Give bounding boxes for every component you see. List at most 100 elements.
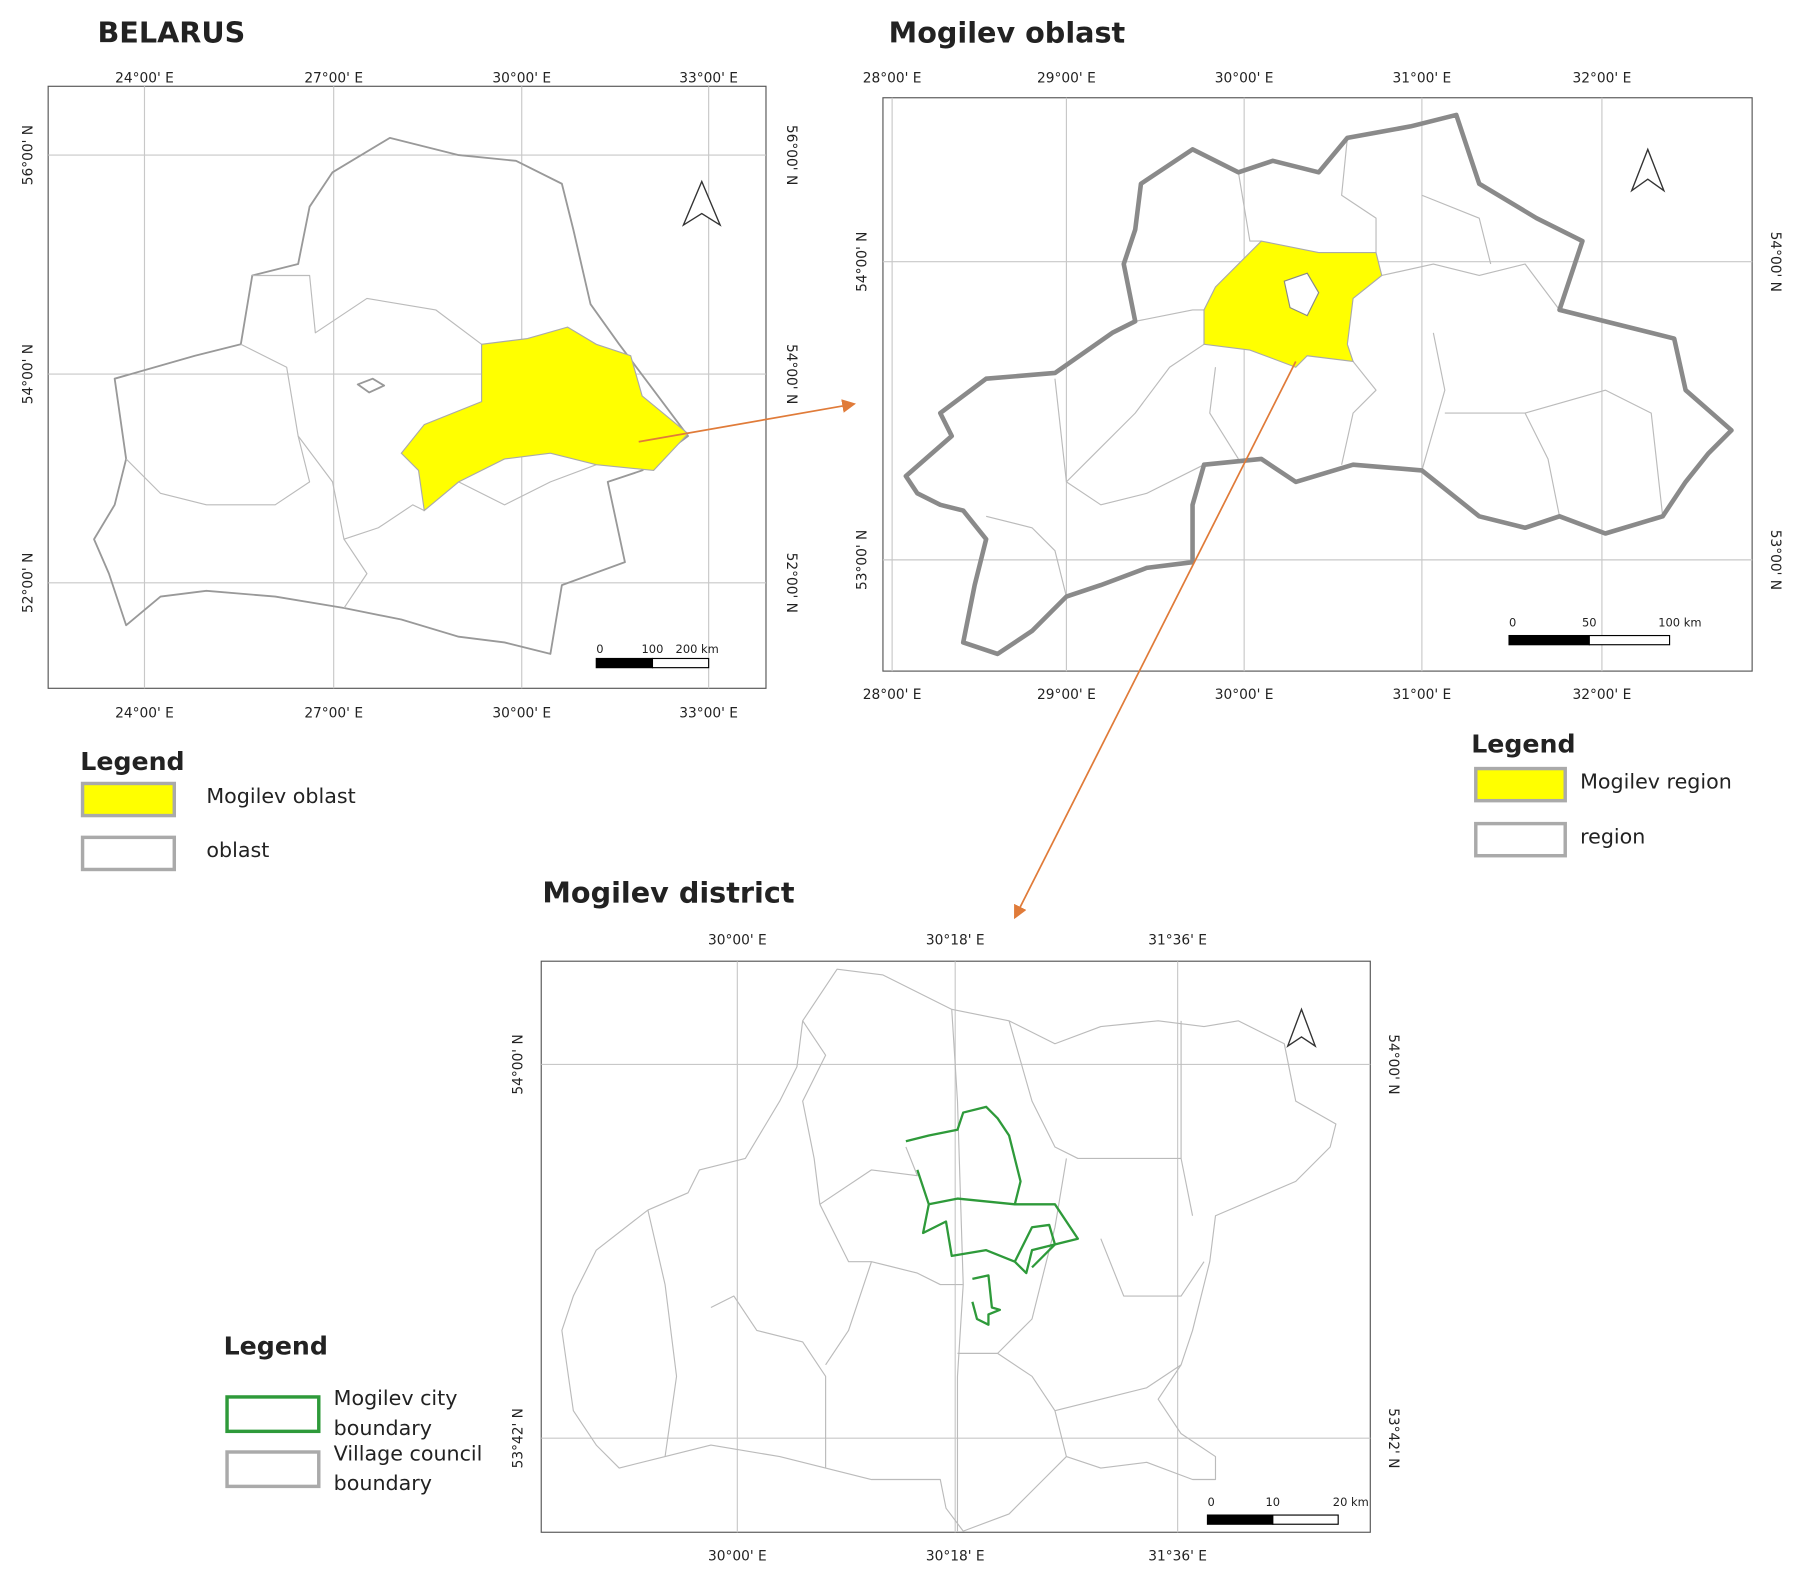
x-label: 24°00' E	[115, 70, 174, 86]
district-border	[1135, 309, 1205, 322]
y-label: 54°00' N	[1385, 1034, 1401, 1094]
district-map	[561, 968, 1337, 1532]
village-border	[710, 1295, 827, 1469]
city-boundary	[1013, 1223, 1057, 1269]
village-border	[951, 1009, 964, 1532]
map-title: Mogilev district	[542, 876, 794, 910]
legend-swatch	[80, 835, 177, 872]
x-label: 28°00' E	[863, 687, 922, 703]
district-border	[1341, 361, 1377, 465]
village-border	[1180, 1020, 1194, 1216]
map-title: BELARUS	[97, 16, 245, 50]
village-border	[1054, 1364, 1182, 1412]
district-border	[1421, 194, 1492, 265]
oblast-border	[125, 343, 311, 506]
y-label: 53°42' N	[510, 1408, 526, 1468]
scale-label: 0	[596, 642, 603, 656]
x-label: 28°00' E	[863, 70, 922, 86]
link-arrow	[1014, 361, 1297, 920]
scale-bar	[1588, 634, 1671, 646]
x-label: 30°18' E	[926, 933, 985, 949]
scale-label: 50	[1582, 615, 1597, 629]
legend-swatch	[225, 1395, 321, 1434]
y-label: 53°42' N	[1385, 1408, 1401, 1468]
village-border	[819, 1204, 964, 1286]
x-label: 30°00' E	[492, 706, 551, 722]
district-border	[1444, 412, 1561, 517]
district-border	[1341, 137, 1377, 253]
y-label: 53°00' N	[854, 530, 870, 590]
district-border	[1054, 343, 1205, 483]
scale-bar	[1508, 634, 1590, 646]
x-label: 31°00' E	[1393, 70, 1452, 86]
x-label: 31°36' E	[1148, 1548, 1207, 1564]
oblast-border	[903, 112, 1734, 657]
y-label: 54°00' N	[783, 344, 799, 404]
scale-label: 200 km	[676, 642, 719, 656]
legend-label: Village council	[334, 1441, 483, 1465]
scale-label: 0	[1207, 1495, 1214, 1509]
legend-label: region	[1580, 824, 1645, 848]
y-label: 54°00' N	[510, 1034, 526, 1094]
link-arrow	[638, 399, 856, 443]
legend-title: Legend	[80, 747, 184, 776]
scale-bar	[1272, 1514, 1339, 1525]
mogilev-oblast	[400, 326, 689, 512]
legend-label: Mogilev city	[334, 1386, 458, 1410]
y-label: 56°00' N	[21, 125, 37, 185]
legend-label: boundary	[334, 1471, 432, 1495]
x-label: 30°00' E	[1215, 687, 1274, 703]
x-label: 30°00' E	[1215, 70, 1274, 86]
belarus-map	[93, 136, 722, 655]
district-border	[1421, 332, 1446, 471]
y-label: 53°00' N	[1767, 530, 1783, 590]
legend-swatch	[225, 1450, 321, 1489]
y-label: 56°00' N	[783, 125, 799, 185]
x-label: 27°00' E	[304, 706, 363, 722]
village-border	[1008, 1020, 1182, 1160]
oblast-border	[343, 538, 368, 609]
legend-label: Mogilev region	[1580, 769, 1732, 793]
village-border	[825, 1261, 873, 1366]
x-label: 29°00' E	[1037, 70, 1096, 86]
x-label: 30°00' E	[708, 1548, 767, 1564]
oblast-border	[252, 274, 482, 345]
district-border	[986, 515, 1067, 597]
district-border	[1381, 263, 1560, 311]
x-label: 32°00' E	[1573, 687, 1632, 703]
north-arrow	[1286, 1007, 1317, 1048]
scale-bar	[1206, 1514, 1274, 1525]
map-title: Mogilev oblast	[889, 16, 1126, 50]
legend-title: Legend	[1471, 730, 1575, 759]
y-label: 52°00' N	[21, 553, 37, 613]
y-label: 54°00' N	[854, 232, 870, 292]
scale-bar	[595, 657, 654, 669]
x-label: 30°00' E	[492, 70, 551, 86]
map-frame	[47, 85, 767, 689]
grid	[47, 85, 1753, 1533]
country-border	[93, 136, 689, 655]
x-label: 24°00' E	[115, 706, 174, 722]
village-border	[1100, 1238, 1205, 1297]
scale-bar	[651, 657, 710, 669]
y-label: 54°00' N	[1767, 232, 1783, 292]
legend-title: Legend	[224, 1332, 328, 1361]
scale-label: 100 km	[1658, 615, 1701, 629]
legend-label: oblast	[206, 838, 269, 862]
oblast-border	[297, 435, 425, 540]
x-label: 33°00' E	[679, 706, 738, 722]
x-label: 31°00' E	[1393, 687, 1452, 703]
x-label: 31°36' E	[1148, 933, 1207, 949]
x-label: 30°00' E	[708, 933, 767, 949]
labels: BELARUS 24°00' E 24°00' E 27°00' E 27°00' E 3…	[21, 16, 1783, 1565]
city-boundary	[905, 1105, 1080, 1275]
village-border	[997, 1352, 1067, 1457]
north-arrow	[1630, 147, 1666, 193]
scale-label: 20 km	[1333, 1495, 1369, 1509]
scale-label: 100	[642, 642, 664, 656]
city-boundary	[971, 1274, 1002, 1326]
north-arrow	[681, 179, 722, 227]
oblast-map	[903, 112, 1734, 657]
district-border	[561, 968, 1337, 1532]
